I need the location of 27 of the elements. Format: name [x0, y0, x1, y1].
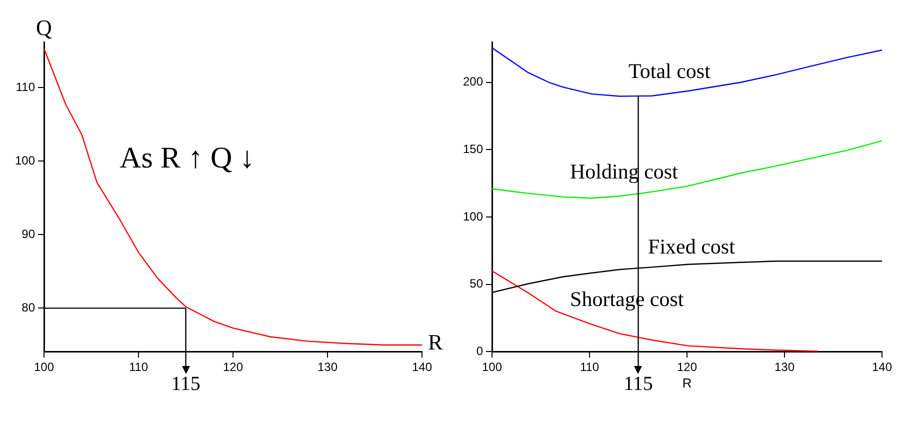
x-tick-label: 140	[872, 360, 892, 374]
x-tick-label: 130	[774, 360, 795, 374]
x-tick-label: 110	[128, 360, 148, 374]
x-tick-label: 100	[482, 360, 502, 374]
x-tick-label: 140	[412, 360, 432, 374]
y-tick-label: 110	[16, 80, 36, 94]
y-tick-label: 100	[14, 153, 36, 168]
x-tick-label: 110	[580, 360, 600, 374]
annotation: As R ↑ Q ↓	[120, 142, 255, 175]
y-tick-label: 90	[22, 226, 36, 241]
ref-line-label: 115	[171, 372, 200, 395]
x-axis-title: R	[682, 376, 692, 391]
y-tick-label: 100	[462, 209, 484, 224]
y-tick-label: 0	[476, 344, 484, 358]
x-tick-label: 130	[317, 360, 338, 374]
x-tick-label: 100	[34, 360, 54, 374]
x-axis-title: R	[428, 329, 443, 354]
y-tick-label: 80	[22, 300, 36, 315]
x-tick-label: 120	[222, 360, 244, 374]
series-label: Fixed cost	[648, 234, 736, 258]
series-label: Total cost	[628, 59, 711, 83]
y-tick-label: 150	[462, 142, 484, 156]
x-tick-label: 120	[676, 360, 698, 374]
ref-line-label: 115	[624, 372, 653, 395]
y-axis-title: Q	[36, 14, 52, 40]
y-tick-label: 50	[470, 276, 484, 291]
y-tick-label: 200	[462, 74, 484, 89]
